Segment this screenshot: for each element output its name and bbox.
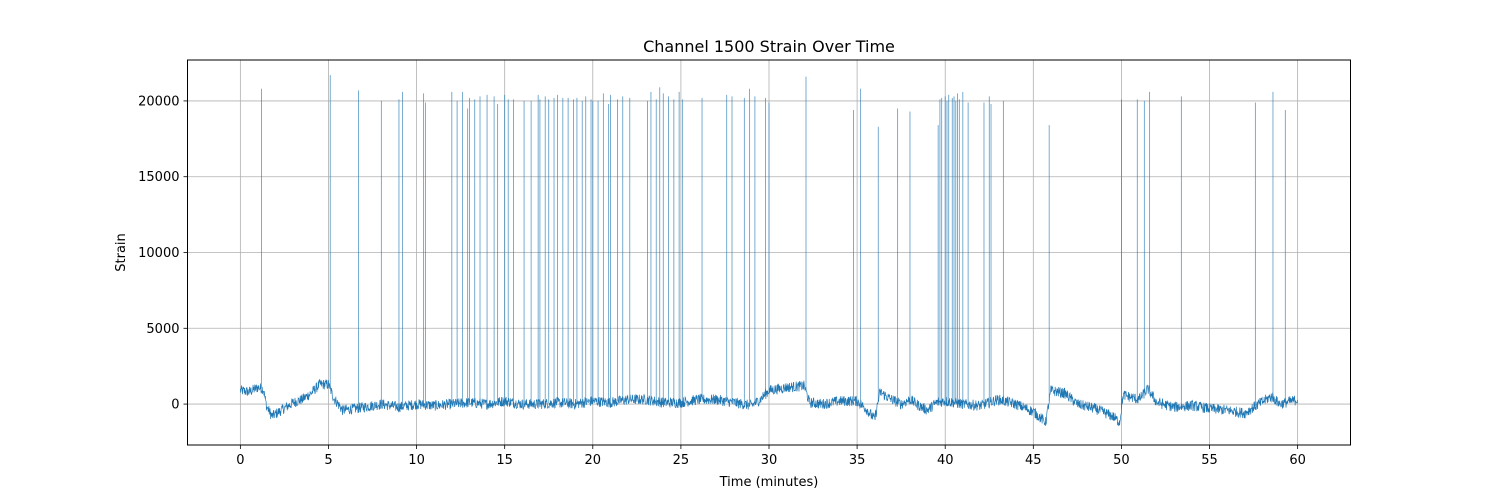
y-tick-label: 5000 — [146, 322, 179, 337]
y-axis-label: Strain — [114, 233, 129, 272]
y-tick-label: 0 — [171, 398, 179, 413]
x-tick-label: 20 — [585, 453, 602, 468]
data-layer — [240, 75, 1298, 427]
x-tick-label: 0 — [236, 453, 244, 468]
y-tick-label: 15000 — [138, 170, 179, 185]
x-tick-label: 40 — [937, 453, 954, 468]
x-tick-label: 50 — [1113, 453, 1130, 468]
chart-title: Channel 1500 Strain Over Time — [643, 37, 895, 56]
y-axis: 0 5000 10000 15000 20000 — [138, 94, 188, 413]
x-tick-label: 5 — [324, 453, 332, 468]
x-tick-label: 15 — [496, 453, 513, 468]
x-tick-label: 45 — [1025, 453, 1042, 468]
x-tick-label: 60 — [1289, 453, 1306, 468]
x-tick-label: 35 — [849, 453, 866, 468]
x-axis: 0 5 10 15 20 25 30 35 40 45 50 55 60 — [236, 445, 1306, 468]
x-tick-label: 30 — [761, 453, 778, 468]
x-tick-label: 10 — [408, 453, 425, 468]
strain-series-line — [240, 379, 1298, 427]
x-axis-label: Time (minutes) — [719, 475, 819, 490]
x-tick-label: 55 — [1201, 453, 1218, 468]
y-tick-label: 20000 — [138, 94, 179, 109]
x-tick-label: 25 — [673, 453, 690, 468]
y-tick-label: 10000 — [138, 246, 179, 261]
